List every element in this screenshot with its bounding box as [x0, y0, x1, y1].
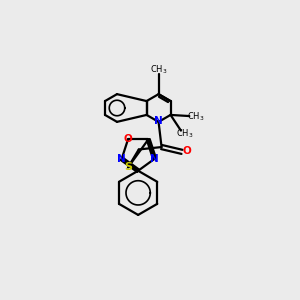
Text: S: S [124, 163, 132, 172]
Text: O: O [182, 146, 191, 156]
Text: N: N [150, 154, 159, 164]
Text: CH$_3$: CH$_3$ [187, 110, 205, 122]
Text: N: N [154, 116, 163, 126]
Text: CH$_3$: CH$_3$ [176, 128, 193, 140]
Text: O: O [124, 134, 132, 145]
Text: CH$_3$: CH$_3$ [150, 64, 167, 76]
Text: N: N [117, 154, 126, 164]
